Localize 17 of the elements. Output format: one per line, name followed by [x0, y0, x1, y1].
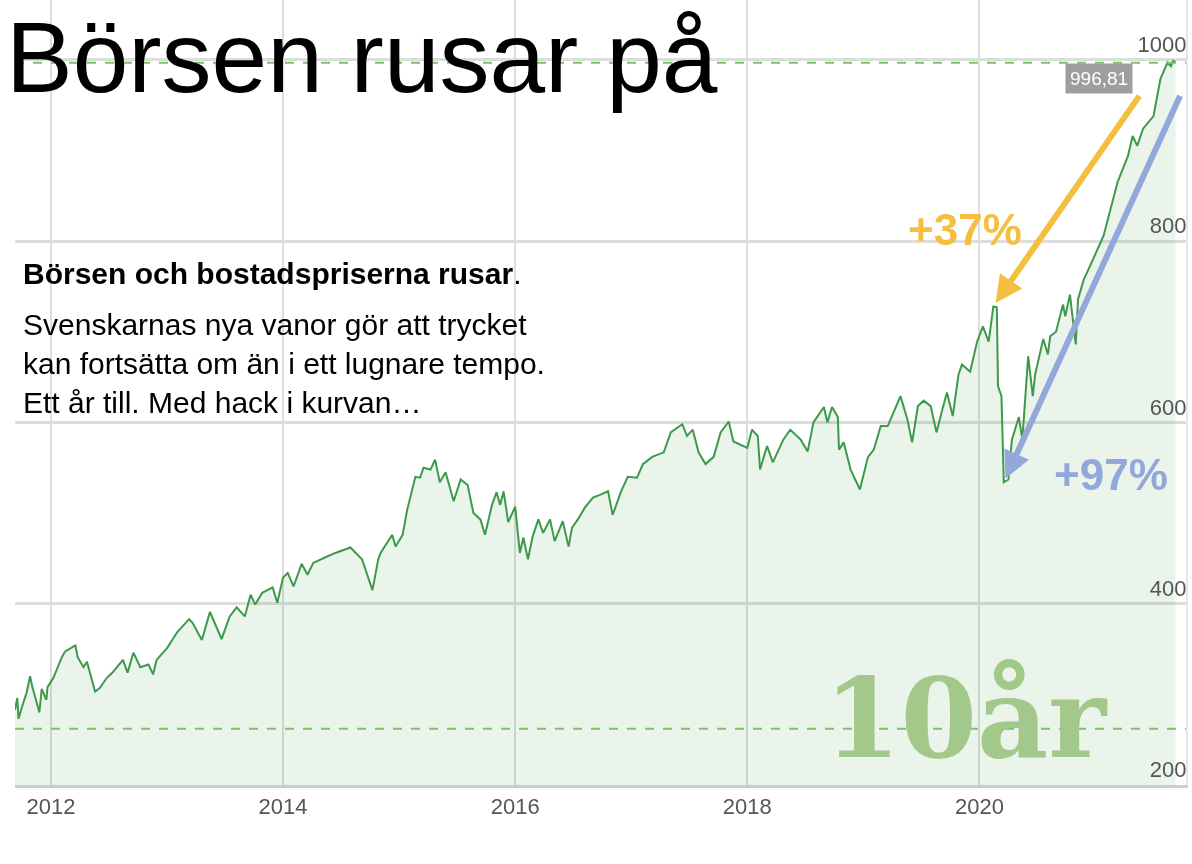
annotation: +37% [908, 205, 1022, 254]
y-tick-label: 1000 [1137, 32, 1187, 58]
x-tick-label: 2018 [722, 794, 772, 820]
annotation: 10år [824, 654, 1109, 783]
annotation: +97% [1054, 450, 1168, 499]
x-tick-label: 2012 [26, 794, 76, 820]
chart-title: Börsen rusar på [5, 0, 718, 113]
ref-line-label: 996,81 [1070, 68, 1129, 89]
x-tick-label: 2016 [490, 794, 540, 820]
y-tick-label: 800 [1149, 213, 1187, 239]
y-tick-label: 400 [1149, 576, 1187, 602]
x-tick-label: 2014 [258, 794, 308, 820]
annotation: Svenskarnas nya vanor gör att trycket kan fortsätta om än i ett lugnare tempo. Ett år till. Med hack i kurvan… [23, 308, 545, 419]
y-tick-label: 600 [1149, 394, 1187, 420]
text: Börsen och bostadspriserna rusar. [23, 257, 522, 290]
x-tick-label: 2020 [954, 794, 1004, 820]
y-tick-label: 200 [1149, 757, 1187, 783]
